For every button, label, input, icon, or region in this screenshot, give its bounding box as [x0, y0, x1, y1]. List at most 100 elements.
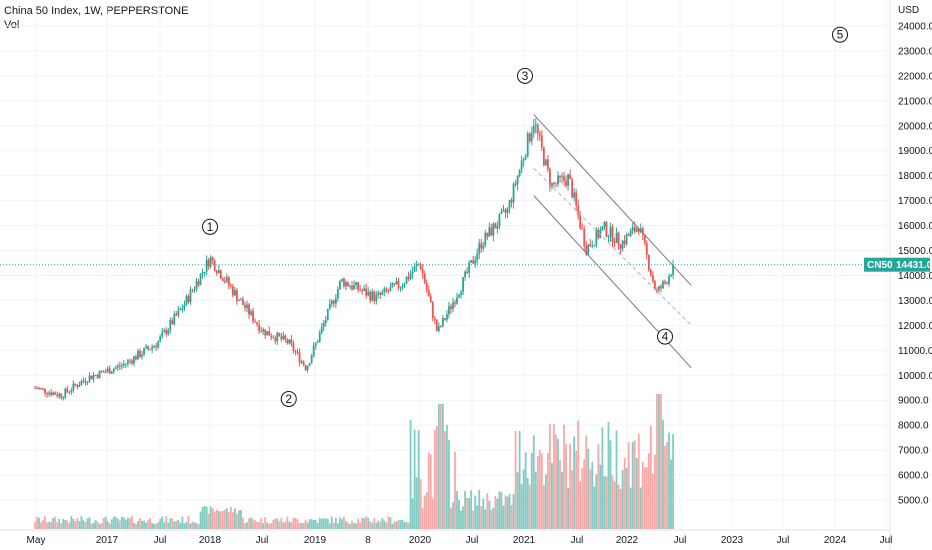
- candle-body: [619, 245, 622, 249]
- candle-body: [512, 183, 515, 203]
- candle-body: [597, 229, 600, 238]
- volume-bar: [474, 495, 477, 529]
- volume-bar: [510, 505, 513, 529]
- volume-bar: [553, 424, 555, 529]
- candle-body: [246, 304, 248, 308]
- volume-bar: [355, 523, 357, 529]
- volume-bar: [470, 490, 473, 529]
- candle-body: [530, 133, 533, 142]
- candle-body: [470, 260, 473, 263]
- volume-bar: [444, 431, 446, 529]
- volume-bar: [173, 521, 176, 529]
- candle-body: [452, 302, 454, 309]
- candle-body: [84, 380, 87, 383]
- volume-bar: [70, 516, 73, 529]
- candle-body: [56, 394, 59, 397]
- volume-bar: [131, 516, 133, 529]
- x-tick-label: Jul: [256, 535, 269, 546]
- candle-body: [492, 223, 495, 236]
- candle-body: [147, 346, 149, 350]
- volume-bar: [246, 522, 248, 529]
- volume-bar: [407, 522, 410, 529]
- candle-body: [278, 332, 281, 337]
- last-price-value: 14431.0: [896, 260, 932, 271]
- candle-body: [292, 343, 295, 352]
- candle-body: [486, 232, 489, 237]
- candle-body: [179, 308, 182, 310]
- volume-bar: [181, 516, 184, 529]
- candle-body: [108, 368, 111, 374]
- candle-body: [563, 176, 565, 181]
- volume-bar: [98, 523, 101, 529]
- volume-bar: [508, 493, 511, 529]
- x-tick-label: 2017: [96, 535, 119, 546]
- volume-bar: [169, 518, 172, 529]
- candle-body: [654, 280, 656, 290]
- volume-bar: [435, 426, 438, 529]
- candle-body: [50, 392, 53, 396]
- candle-body: [258, 324, 261, 332]
- volume-bar: [114, 516, 117, 529]
- volume-bar: [417, 430, 420, 529]
- wave-label-4: 4: [662, 330, 669, 344]
- volume-bar: [219, 511, 222, 529]
- candle-body: [197, 281, 200, 285]
- volume-bar: [419, 479, 422, 529]
- candle-body: [94, 374, 97, 376]
- volume-bar: [318, 517, 321, 529]
- channel-line: [533, 114, 692, 286]
- volume-bar: [551, 463, 553, 529]
- candle-body: [120, 365, 123, 367]
- volume-bar: [504, 495, 507, 529]
- candle-body: [231, 286, 234, 296]
- candle-body: [431, 302, 434, 319]
- volume-bar: [611, 475, 614, 529]
- volume-bar: [345, 521, 347, 529]
- volume-bar: [213, 511, 216, 529]
- candle-body: [413, 266, 416, 272]
- volume-bar: [575, 450, 578, 529]
- candle-body: [312, 346, 315, 356]
- candle-body: [613, 242, 616, 244]
- x-tick-label: 8: [365, 535, 371, 546]
- volume-bar: [197, 523, 200, 529]
- candle-body: [304, 365, 307, 371]
- volume-bar: [157, 522, 160, 529]
- wave-label-3: 3: [522, 69, 529, 83]
- candle-body: [629, 230, 632, 236]
- volume-bar: [621, 470, 624, 529]
- volume-bar: [133, 522, 135, 529]
- candle-body: [86, 381, 89, 383]
- volume-bar: [145, 522, 147, 529]
- volume-bar: [189, 523, 192, 529]
- y-tick-label: 22000.0: [898, 71, 932, 82]
- candle-body: [649, 269, 652, 276]
- candle-body: [591, 245, 594, 247]
- volume-bar: [401, 519, 404, 529]
- candle-body: [44, 388, 46, 394]
- volume-bar: [238, 510, 240, 529]
- candle-body: [193, 289, 196, 291]
- candle-body: [534, 124, 537, 127]
- candle-body: [36, 387, 38, 389]
- price-axis[interactable]: USD 24000.0 23000.0 22000.0 21000.0 20000.0 1…: [898, 5, 932, 507]
- candle-body: [112, 368, 115, 372]
- candle-body: [379, 292, 382, 295]
- volume-bar: [58, 518, 61, 529]
- volume-bar: [633, 440, 636, 529]
- volume-bar: [334, 517, 337, 529]
- volume-bar: [94, 520, 97, 529]
- candle-body: [435, 319, 438, 331]
- candle-body: [660, 286, 662, 289]
- volume-bar: [484, 509, 487, 529]
- candle-body: [209, 257, 212, 267]
- volume-bar: [464, 491, 466, 529]
- volume-bar: [654, 454, 656, 529]
- volume-bar: [68, 522, 71, 529]
- candle-body: [559, 175, 561, 178]
- volume-bar: [163, 522, 166, 529]
- time-axis[interactable]: May 2017 Jul 2018 Jul 2019 8 2020 Jul 2021 Jul 2022…: [27, 535, 893, 546]
- volume-bar: [516, 472, 519, 529]
- volume-bar: [256, 522, 259, 529]
